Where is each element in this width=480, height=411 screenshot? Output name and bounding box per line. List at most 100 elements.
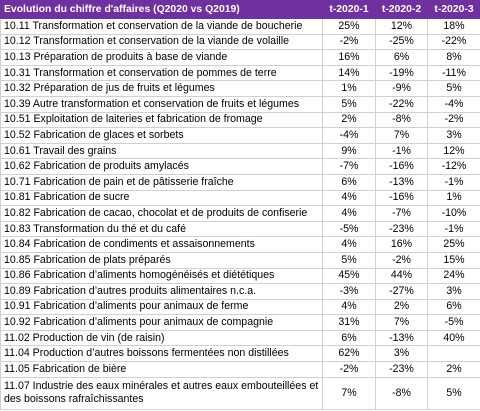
row-label: 10.61 Travail des grains (0, 142, 323, 160)
row-label: 11.07 Industrie des eaux minérales et au… (0, 376, 323, 410)
value-cell: 4% (322, 205, 376, 222)
row-label: 11.04 Production d’autres boissons ferme… (0, 345, 323, 363)
value-cell: -19% (375, 64, 428, 82)
value-cell: 6% (322, 329, 376, 347)
table-row: 10.71 Fabrication de pain et de pâtisser… (0, 173, 480, 191)
value-cell: 6% (375, 49, 428, 66)
row-label: 11.02 Production de vin (de raisin) (0, 329, 323, 347)
value-cell: 16% (375, 236, 428, 253)
row-label: 10.62 Fabrication de produits amylacés (0, 158, 323, 175)
table-row: 10.62 Fabrication de produits amylacés -7… (0, 158, 480, 175)
value-cell: -2% (375, 251, 428, 269)
value-cell: -10% (427, 205, 480, 222)
table-row: 10.82 Fabrication de cacao, chocolat et … (0, 205, 480, 222)
value-cell: 25% (427, 236, 480, 253)
value-cell: 4% (322, 298, 376, 316)
column-header: t-2020-3 (427, 0, 480, 19)
table-row: 10.61 Travail des grains 9% -1% 12% (0, 142, 480, 160)
value-cell: 18% (427, 18, 480, 35)
table-row: 10.52 Fabrication de glaces et sorbets -4… (0, 127, 480, 144)
value-cell: -11% (427, 64, 480, 82)
value-cell: -3% (322, 283, 376, 300)
value-cell: -16% (375, 189, 428, 207)
value-cell: -22% (375, 95, 428, 113)
value-cell: 6% (322, 173, 376, 191)
table-row: 10.12 Transformation et conservation de … (0, 33, 480, 51)
value-cell: -23% (375, 220, 428, 238)
value-cell: 3% (375, 345, 428, 363)
value-cell (427, 345, 480, 363)
row-label: 10.83 Transformation du thé et du café (0, 220, 323, 238)
value-cell: 16% (322, 49, 376, 66)
value-cell: 5% (427, 80, 480, 97)
value-cell: -4% (322, 127, 376, 144)
value-cell: 5% (322, 251, 376, 269)
value-cell: 25% (322, 18, 376, 35)
table-row: 11.04 Production d’autres boissons ferme… (0, 345, 480, 363)
table-row: 10.81 Fabrication de sucre 4% -16% 1% (0, 189, 480, 207)
value-cell: 2% (427, 361, 480, 378)
value-cell: -25% (375, 33, 428, 51)
row-label: 10.81 Fabrication de sucre (0, 189, 323, 207)
value-cell: 1% (322, 80, 376, 97)
value-cell: -2% (427, 111, 480, 129)
value-cell: -7% (322, 158, 376, 175)
value-cell: 4% (322, 189, 376, 207)
value-cell: -12% (427, 158, 480, 175)
row-label: 10.39 Autre transformation et conservati… (0, 95, 323, 113)
table-row: 10.39 Autre transformation et conservati… (0, 95, 480, 113)
value-cell: -5% (427, 314, 480, 331)
value-cell: -22% (427, 33, 480, 51)
value-cell: -13% (375, 173, 428, 191)
value-cell: 31% (322, 314, 376, 331)
row-label: 10.71 Fabrication de pain et de pâtisser… (0, 173, 323, 191)
value-cell: 14% (322, 64, 376, 82)
row-label: 10.32 Préparation de jus de fruits et lé… (0, 80, 323, 97)
value-cell: 7% (375, 314, 428, 331)
row-label: 10.85 Fabrication de plats préparés (0, 251, 323, 269)
value-cell: 5% (322, 95, 376, 113)
value-cell: -1% (375, 142, 428, 160)
table-body: 10.11 Transformation et conservation de … (0, 18, 480, 410)
row-label: 10.82 Fabrication de cacao, chocolat et … (0, 205, 323, 222)
value-cell: 6% (427, 298, 480, 316)
table-row: 10.31 Transformation et conservation de … (0, 64, 480, 82)
row-label: 10.92 Fabrication d’aliments pour animau… (0, 314, 323, 331)
value-cell: 24% (427, 267, 480, 285)
row-label: 10.11 Transformation et conservation de … (0, 18, 323, 35)
table-row: 10.84 Fabrication de condiments et assai… (0, 236, 480, 253)
value-cell: -23% (375, 361, 428, 378)
value-cell: -1% (427, 173, 480, 191)
table-row: 11.07 Industrie des eaux minérales et au… (0, 376, 480, 410)
row-label: 10.89 Fabrication d’autres produits alim… (0, 283, 323, 300)
row-label: 10.12 Transformation et conservation de … (0, 33, 323, 51)
value-cell: 15% (427, 251, 480, 269)
table-row: 10.83 Transformation du thé et du café -5… (0, 220, 480, 238)
value-cell: 12% (375, 18, 428, 35)
table-row: 10.91 Fabrication d’aliments pour animau… (0, 298, 480, 316)
value-cell: -9% (375, 80, 428, 97)
value-cell: 12% (427, 142, 480, 160)
row-label: 11.05 Fabrication de bière (0, 361, 323, 378)
table-row: 10.13 Préparation de produits à base de … (0, 49, 480, 66)
row-label: 10.51 Exploitation de laiteries et fabri… (0, 111, 323, 129)
value-cell: -2% (322, 361, 376, 378)
value-cell: -7% (375, 205, 428, 222)
table-row: 10.11 Transformation et conservation de … (0, 18, 480, 35)
value-cell: 8% (427, 49, 480, 66)
value-cell: 7% (375, 127, 428, 144)
table-row: 10.51 Exploitation de laiteries et fabri… (0, 111, 480, 129)
value-cell: 62% (322, 345, 376, 363)
value-cell: -4% (427, 95, 480, 113)
value-cell: -1% (427, 220, 480, 238)
row-label: 10.52 Fabrication de glaces et sorbets (0, 127, 323, 144)
value-cell: -13% (375, 329, 428, 347)
value-cell: -8% (375, 111, 428, 129)
value-cell: 40% (427, 329, 480, 347)
row-label: 10.91 Fabrication d’aliments pour animau… (0, 298, 323, 316)
value-cell: 4% (322, 236, 376, 253)
row-label: 10.84 Fabrication de condiments et assai… (0, 236, 323, 253)
table-row: 10.85 Fabrication de plats préparés 5% -2%… (0, 251, 480, 269)
